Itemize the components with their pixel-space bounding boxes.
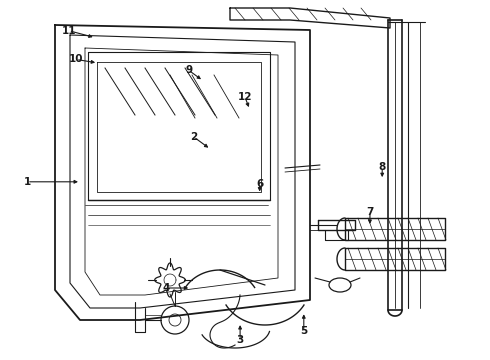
Text: 12: 12 <box>238 92 252 102</box>
Text: 11: 11 <box>61 26 76 36</box>
Text: 3: 3 <box>237 335 244 345</box>
Text: 8: 8 <box>379 162 386 172</box>
Text: 2: 2 <box>190 132 197 142</box>
Text: 7: 7 <box>366 207 374 217</box>
Text: 5: 5 <box>300 326 307 336</box>
Text: 6: 6 <box>256 179 263 189</box>
Text: 1: 1 <box>24 177 30 187</box>
Text: 4: 4 <box>163 283 171 293</box>
Text: 9: 9 <box>185 65 192 75</box>
Text: 10: 10 <box>69 54 83 64</box>
